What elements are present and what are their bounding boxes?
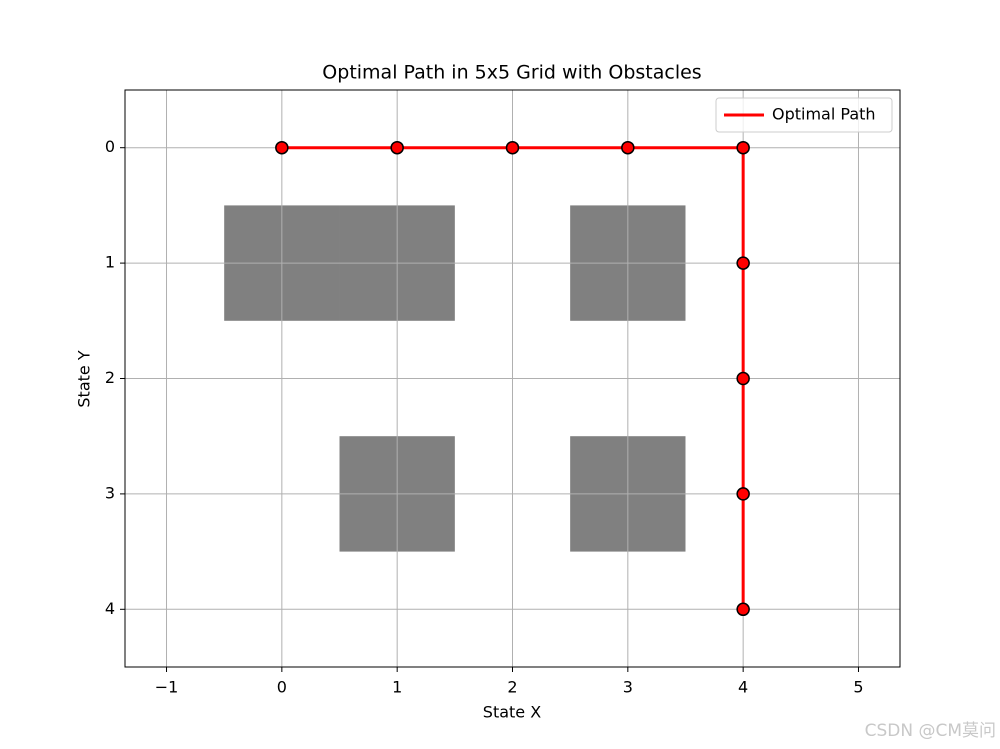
- legend-label: Optimal Path: [772, 105, 876, 124]
- path-point: [736, 256, 750, 270]
- y-tick-label: 4: [105, 599, 115, 618]
- x-tick-label: 5: [853, 678, 863, 697]
- x-axis-label: State X: [483, 703, 541, 722]
- x-tick-label: 4: [738, 678, 748, 697]
- y-tick-label: 2: [105, 368, 115, 387]
- path-point: [390, 140, 404, 155]
- path-point: [621, 140, 635, 155]
- path-point: [505, 140, 520, 155]
- legend-box: [715, 97, 893, 133]
- path-point: [736, 487, 750, 501]
- path-point: [736, 140, 750, 155]
- chart-title: Optimal Path in 5x5 Grid with Obstacles: [322, 62, 701, 84]
- path-point: [736, 602, 750, 617]
- y-tick-label: 1: [105, 253, 115, 272]
- x-tick-label: −1: [155, 678, 179, 697]
- x-tick-label: 0: [277, 678, 287, 697]
- plot-frame: [124, 89, 901, 668]
- path-point: [275, 140, 289, 155]
- path-point: [736, 371, 750, 386]
- x-tick-label: 3: [623, 678, 633, 697]
- y-axis-label: State Y: [75, 350, 94, 407]
- y-tick-label: 0: [105, 137, 115, 156]
- watermark: CSDN @CM莫问: [865, 721, 996, 741]
- y-tick-label: 3: [105, 483, 115, 502]
- x-tick-label: 2: [507, 678, 517, 697]
- x-tick-label: 1: [392, 678, 402, 697]
